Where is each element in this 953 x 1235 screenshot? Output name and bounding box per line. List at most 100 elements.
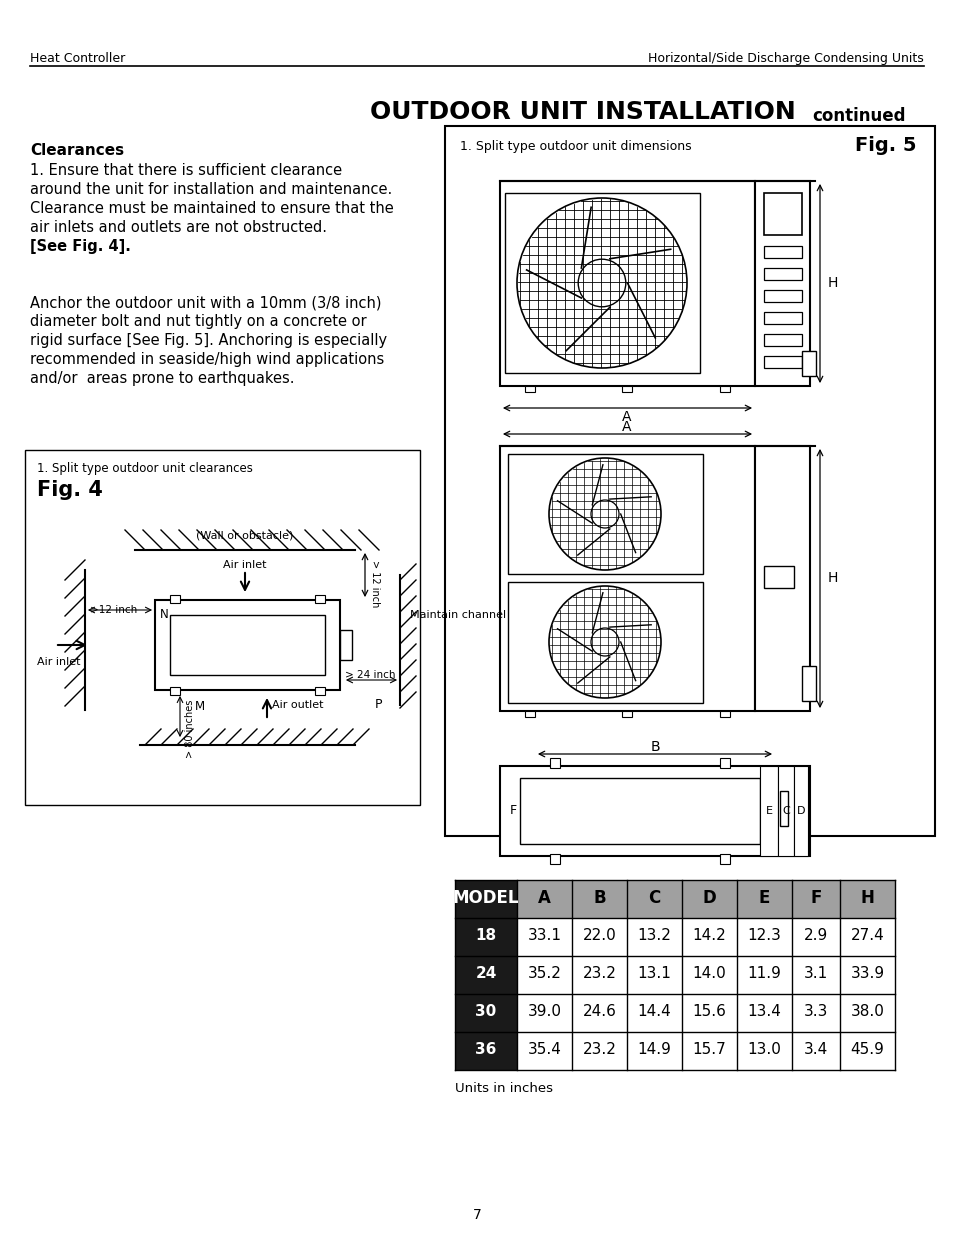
Text: 13.2: 13.2 (637, 929, 671, 944)
Text: continued: continued (811, 107, 904, 125)
Text: 1. Split type outdoor unit clearances: 1. Split type outdoor unit clearances (37, 462, 253, 475)
Text: B: B (593, 889, 605, 906)
Text: H: H (860, 889, 874, 906)
Text: Anchor the outdoor unit with a 10mm (3/8 inch): Anchor the outdoor unit with a 10mm (3/8… (30, 295, 381, 310)
Text: and/or  areas prone to earthquakes.: and/or areas prone to earthquakes. (30, 370, 294, 387)
Text: Fig. 4: Fig. 4 (37, 480, 103, 500)
Text: D: D (796, 806, 804, 816)
Bar (763, 290, 801, 303)
Bar (626, 994, 681, 1032)
Bar (170, 595, 180, 603)
Bar (626, 881, 681, 918)
Text: 33.1: 33.1 (527, 929, 561, 944)
Text: Air inlet: Air inlet (37, 657, 80, 667)
Bar (621, 711, 631, 718)
Bar (314, 595, 325, 603)
Text: > 12 inch: > 12 inch (370, 559, 379, 608)
Text: recommended in seaside/high wind applications: recommended in seaside/high wind applica… (30, 352, 384, 367)
Bar (314, 687, 325, 695)
Bar (572, 918, 626, 956)
Text: >12 inch: >12 inch (90, 605, 137, 615)
Text: Clearances: Clearances (30, 143, 124, 158)
Bar (720, 387, 729, 391)
Text: around the unit for installation and maintenance.: around the unit for installation and mai… (30, 182, 392, 198)
Text: 22.0: 22.0 (582, 929, 616, 944)
Text: Maintain channel: Maintain channel (410, 610, 506, 620)
Text: (Wall or obstacle): (Wall or obstacle) (196, 530, 294, 540)
Bar (737, 881, 791, 918)
Text: 1. Ensure that there is sufficient clearance: 1. Ensure that there is sufficient clear… (30, 163, 342, 178)
Text: F: F (510, 804, 517, 818)
Bar (763, 193, 801, 235)
Text: air inlets and outlets are not obstructed.: air inlets and outlets are not obstructe… (30, 220, 327, 235)
Bar (572, 994, 626, 1032)
Text: 45.9: 45.9 (850, 1042, 883, 1057)
Bar (621, 387, 631, 391)
Bar (499, 766, 809, 856)
Bar (840, 994, 894, 1032)
Text: 1. Split type outdoor unit dimensions: 1. Split type outdoor unit dimensions (459, 140, 691, 153)
Text: diameter bolt and nut tightly on a concrete or: diameter bolt and nut tightly on a concr… (30, 314, 366, 329)
Bar (517, 956, 572, 994)
Bar (737, 918, 791, 956)
Text: > 24 inch: > 24 inch (345, 671, 395, 680)
Bar (339, 630, 352, 659)
Text: rigid surface [See Fig. 5]. Anchoring is especially: rigid surface [See Fig. 5]. Anchoring is… (30, 333, 387, 348)
Text: 3.4: 3.4 (803, 1042, 827, 1057)
Text: > 80 inches: > 80 inches (185, 700, 194, 758)
Text: F: F (809, 889, 821, 906)
Text: 14.9: 14.9 (637, 1042, 671, 1057)
Bar (455, 1032, 517, 1070)
Bar (455, 881, 517, 918)
Text: 11.9: 11.9 (747, 967, 781, 982)
Text: 36: 36 (475, 1042, 497, 1057)
Bar (519, 778, 760, 844)
Bar (517, 918, 572, 956)
Text: B: B (650, 740, 659, 755)
Text: Air inlet: Air inlet (223, 559, 267, 571)
Text: Horizontal/Side Discharge Condensing Units: Horizontal/Side Discharge Condensing Uni… (648, 52, 923, 65)
Bar (737, 956, 791, 994)
Bar (681, 956, 737, 994)
Bar (763, 356, 801, 368)
Bar (524, 711, 535, 718)
Bar (444, 126, 934, 836)
Bar (791, 881, 840, 918)
Text: H: H (827, 275, 838, 290)
Bar (801, 351, 815, 375)
Text: 3.1: 3.1 (803, 967, 827, 982)
Text: N: N (160, 608, 169, 621)
Text: A: A (621, 410, 631, 424)
Bar (455, 918, 517, 956)
Text: 24.6: 24.6 (582, 1004, 616, 1020)
Text: MODEL: MODEL (453, 889, 518, 906)
Text: 14.4: 14.4 (637, 1004, 671, 1020)
Bar (840, 918, 894, 956)
Bar (801, 666, 815, 701)
Bar (550, 853, 559, 864)
Text: 15.7: 15.7 (692, 1042, 725, 1057)
Bar (754, 446, 809, 711)
Text: 35.2: 35.2 (527, 967, 561, 982)
Bar (754, 182, 809, 387)
Bar (572, 1032, 626, 1070)
Bar (737, 1032, 791, 1070)
Text: C: C (781, 806, 789, 816)
Bar (25, 450, 419, 805)
Bar (626, 956, 681, 994)
Text: 18: 18 (475, 929, 497, 944)
Text: Clearance must be maintained to ensure that the: Clearance must be maintained to ensure t… (30, 201, 394, 216)
Bar (455, 994, 517, 1032)
Text: 27.4: 27.4 (850, 929, 883, 944)
Bar (681, 994, 737, 1032)
Text: 3.3: 3.3 (803, 1004, 827, 1020)
Bar (681, 918, 737, 956)
Text: 13.1: 13.1 (637, 967, 671, 982)
Text: 33.9: 33.9 (849, 967, 883, 982)
Text: C: C (648, 889, 659, 906)
Bar (626, 1032, 681, 1070)
Bar (507, 454, 702, 574)
Bar (499, 182, 754, 387)
Bar (840, 956, 894, 994)
Bar (737, 994, 791, 1032)
